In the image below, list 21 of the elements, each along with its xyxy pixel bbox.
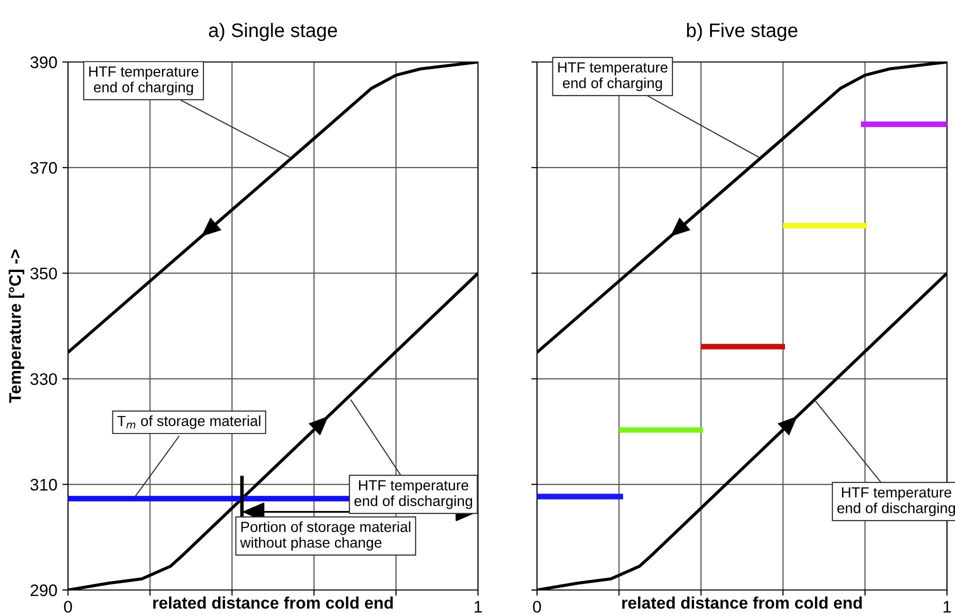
y-axis-title: Temperature [°C] -> <box>8 250 24 403</box>
x-axis-title: related distance from cold end <box>622 596 862 609</box>
y-tick-label: 370 <box>30 162 57 174</box>
y-tick-label: 330 <box>30 373 57 386</box>
ref-line-label: T$_{m}$ of storage material <box>117 415 260 430</box>
x-tick-label: 0 <box>64 600 72 613</box>
x-axis-title: related distance from cold end <box>153 596 393 609</box>
annotation: HTF temperature end of charging <box>89 66 198 96</box>
x-tick-label: 1 <box>474 601 482 612</box>
y-tick-label: 290 <box>30 584 57 596</box>
y-tick-label: 390 <box>30 56 57 68</box>
annotation: Portion of storage material without phase change <box>240 521 410 551</box>
y-tick-label: 350 <box>30 268 57 280</box>
annotation: HTF temperature end of discharging <box>354 480 472 510</box>
chart-title: b) Five stage <box>687 22 798 42</box>
annotation: HTF temperature end of discharging <box>837 487 955 516</box>
x-tick-label: 1 <box>944 601 951 612</box>
x-tick-label: 0 <box>533 600 541 613</box>
annotation: HTF temperature end of charging <box>558 62 668 92</box>
y-tick-label: 310 <box>30 478 57 491</box>
chart-title: a) Single stage <box>208 22 337 42</box>
